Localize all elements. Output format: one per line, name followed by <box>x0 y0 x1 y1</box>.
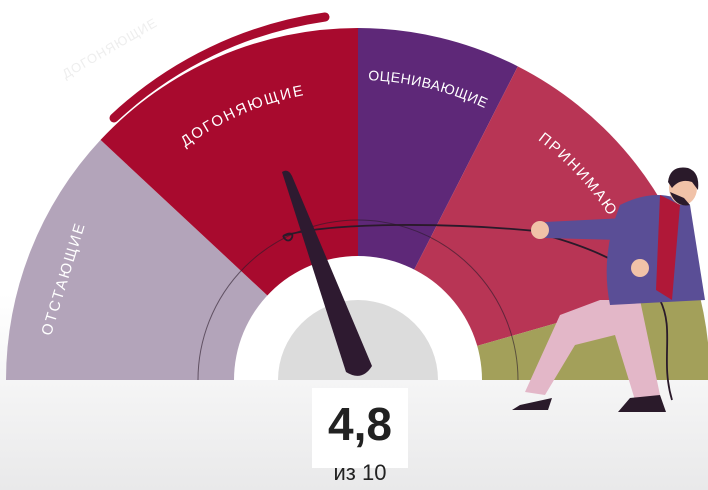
score-suffix: из 10 <box>334 460 387 485</box>
score-box <box>312 388 408 468</box>
score: 4,8 <box>328 398 392 450</box>
needle <box>282 170 372 376</box>
inner-line <box>197 219 519 381</box>
highlight-arc <box>109 12 330 123</box>
man-illustration <box>512 167 705 412</box>
